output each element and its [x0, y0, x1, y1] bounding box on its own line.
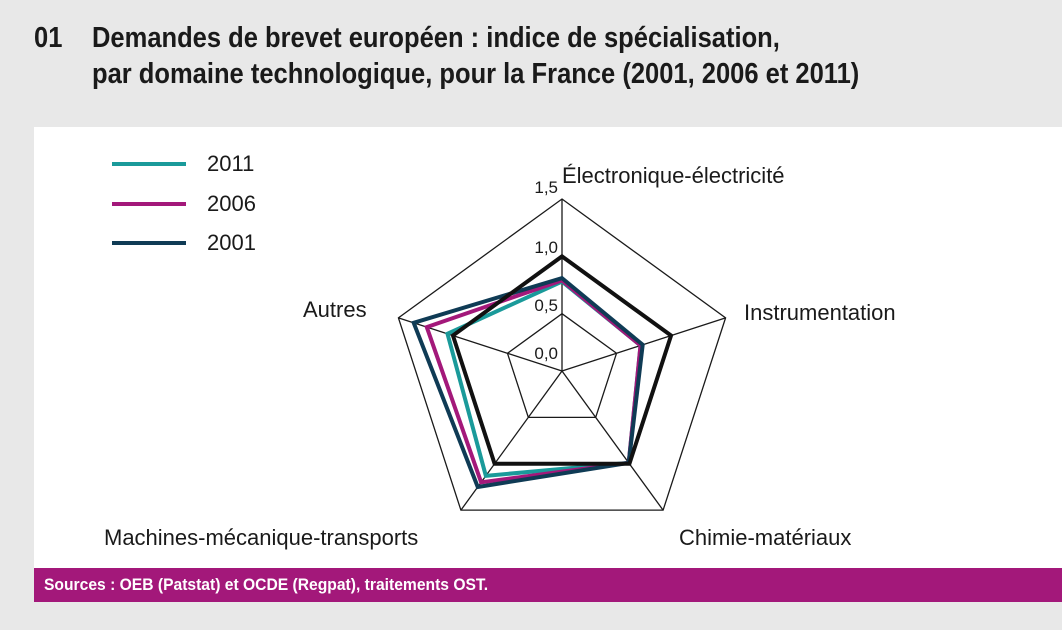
legend: 2011 2006 2001 — [112, 151, 256, 255]
tick-label-1: 0,5 — [534, 296, 558, 315]
legend-label-2006: 2006 — [207, 191, 256, 216]
series-2001 — [411, 275, 645, 490]
chart-panel: Électronique-électricité Instrumentation… — [34, 127, 1062, 568]
axis-label-machines: Machines-mécanique-transports — [104, 525, 418, 550]
tick-label-3: 1,5 — [534, 178, 558, 197]
chart-title: 01 Demandes de brevet européen : indice … — [34, 22, 964, 94]
title-number: 01 — [34, 22, 63, 54]
reference-ring — [450, 253, 674, 466]
title-line-2: par domaine technologique, pour la Franc… — [92, 58, 860, 90]
source-bar: Sources : OEB (Patstat) et OCDE (Regpat)… — [34, 568, 1062, 602]
tick-label-0: 0,0 — [534, 344, 558, 363]
radar-chart: Électronique-électricité Instrumentation… — [104, 151, 896, 550]
tick-label-2: 1,0 — [534, 238, 558, 257]
legend-label-2011: 2011 — [207, 151, 254, 176]
axis-label-autres: Autres — [303, 297, 367, 322]
grid-ring-1 — [506, 312, 618, 419]
axis-label-instrumentation: Instrumentation — [744, 300, 896, 325]
legend-label-2001: 2001 — [207, 230, 256, 255]
radar-series — [411, 253, 674, 490]
radar-labels: Électronique-électricité Instrumentation… — [104, 163, 896, 550]
source-text: Sources : OEB (Patstat) et OCDE (Regpat)… — [44, 575, 489, 594]
axis-label-chimie: Chimie-matériaux — [679, 525, 851, 550]
axis-label-electronique: Électronique-électricité — [562, 163, 785, 188]
title-line-1: Demandes de brevet européen : indice de … — [92, 22, 780, 54]
grid-ring-3 — [397, 198, 727, 511]
grid-spoke-2 — [561, 370, 664, 511]
title-text: Demandes de brevet européen : indice de … — [92, 22, 859, 94]
